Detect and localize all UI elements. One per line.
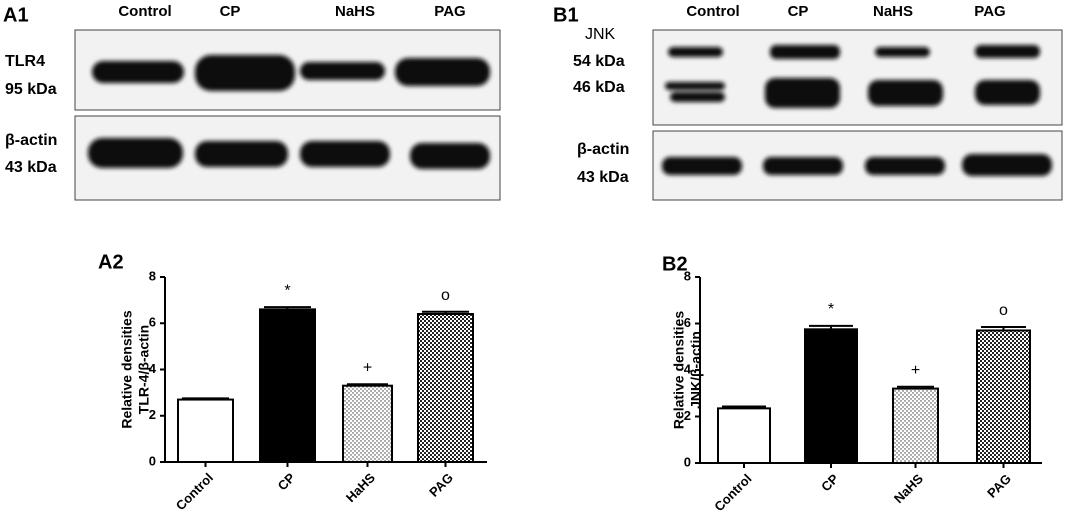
- protein-label: 54 kDa: [573, 53, 625, 70]
- bar: [342, 384, 393, 463]
- annotation: *: [284, 282, 290, 299]
- blot-a1: [74, 29, 501, 201]
- blot-b1: [652, 29, 1063, 201]
- annotation: *: [828, 301, 834, 318]
- annotation: +: [911, 362, 920, 379]
- y-tick-label: 2: [684, 408, 691, 423]
- protein-label: β-actin: [5, 132, 57, 149]
- bar: [259, 308, 316, 463]
- y-tick-label: 6: [149, 315, 156, 330]
- bar: [717, 407, 771, 464]
- lane-label: CP: [788, 3, 809, 20]
- annotation: o: [999, 302, 1008, 319]
- bar: [177, 398, 234, 463]
- lane-label: PAG: [974, 3, 1005, 20]
- y-axis-label: JNK/β-actin: [688, 331, 704, 409]
- y-axis-label: Relative densities: [671, 311, 687, 429]
- y-tick-label: 8: [684, 268, 691, 283]
- x-tick-label: NaHS: [891, 471, 926, 506]
- x-tick-label: PAG: [984, 471, 1014, 501]
- lane-label: CP: [220, 3, 241, 20]
- y-axis-label: TLR-4/β-actin: [136, 325, 152, 414]
- y-tick-label: 0: [684, 454, 691, 469]
- x-tick-label: Control: [711, 471, 754, 514]
- protein-label: 43 kDa: [5, 159, 57, 176]
- x-tick-label: Control: [173, 470, 216, 513]
- bar: [976, 329, 1031, 464]
- y-tick-label: 4: [684, 361, 692, 376]
- protein-label: JNK: [585, 26, 616, 43]
- bar: [804, 328, 858, 464]
- x-tick-label: CP: [275, 470, 299, 494]
- panel-label: A2: [98, 251, 124, 273]
- panel-label: B2: [662, 253, 688, 275]
- bar: [892, 387, 939, 465]
- protein-label: 43 kDa: [577, 169, 629, 186]
- bands: [88, 55, 490, 169]
- bar: [417, 313, 474, 463]
- x-tick-label: PAG: [426, 470, 456, 500]
- y-axis-label: Relative densities: [119, 310, 135, 428]
- annotation: o: [441, 287, 450, 304]
- y-tick-label: 4: [149, 361, 157, 376]
- protein-label: 95 kDa: [5, 81, 57, 98]
- annotation: +: [363, 360, 372, 377]
- lane-label: Control: [686, 3, 739, 20]
- x-tick-label: HaHS: [343, 470, 378, 505]
- lane-label: NaHS: [873, 3, 913, 20]
- y-tick-label: 0: [149, 453, 156, 468]
- y-tick-label: 6: [684, 315, 691, 330]
- lane-label: NaHS: [335, 3, 375, 20]
- y-tick-label: 2: [149, 407, 156, 422]
- blot-membrane: [652, 29, 1063, 126]
- panel-label: B1: [553, 4, 579, 26]
- protein-label: 46 kDa: [573, 79, 625, 96]
- x-tick-label: CP: [818, 471, 842, 495]
- lane-label: PAG: [434, 3, 465, 20]
- y-tick-label: 8: [149, 268, 156, 283]
- panel-label: A1: [3, 4, 29, 26]
- protein-label: β-actin: [577, 141, 629, 158]
- lane-label: Control: [118, 3, 171, 20]
- bands: [662, 45, 1052, 176]
- protein-label: TLR4: [5, 53, 45, 70]
